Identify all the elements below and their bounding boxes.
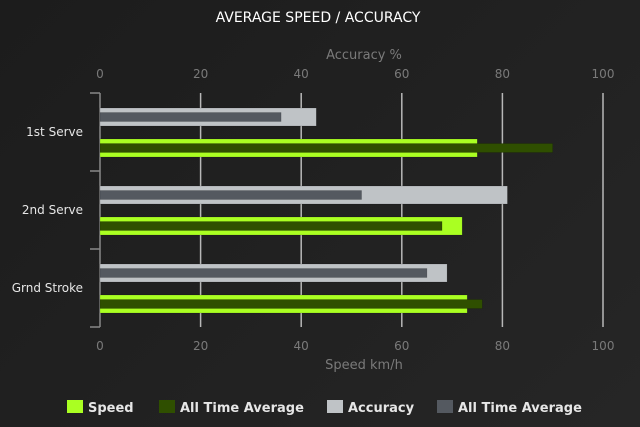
legend-label: Accuracy bbox=[348, 401, 415, 416]
accuracy-average-bar[interactable] bbox=[99, 112, 282, 122]
legend-swatch bbox=[67, 400, 83, 413]
bottom-tick-label: 40 bbox=[294, 339, 309, 353]
bottom-tick-label: 20 bbox=[193, 339, 208, 353]
top-tick-label: 100 bbox=[592, 67, 615, 81]
speed-average-bar[interactable] bbox=[99, 143, 553, 153]
speed-average-bar[interactable] bbox=[99, 299, 483, 309]
bottom-tick-label: 0 bbox=[96, 339, 104, 353]
top-axis-label: Accuracy % bbox=[326, 48, 402, 63]
top-tick-label: 60 bbox=[394, 67, 409, 81]
legend-swatch bbox=[159, 400, 175, 413]
legend-label: All Time Average bbox=[180, 401, 304, 416]
legend-swatch bbox=[437, 400, 453, 413]
speed-average-bar[interactable] bbox=[99, 221, 443, 231]
chart-title: AVERAGE SPEED / ACCURACY bbox=[216, 10, 421, 26]
legend-item[interactable]: Accuracy bbox=[327, 400, 415, 416]
legend-item[interactable]: All Time Average bbox=[159, 400, 304, 416]
bottom-tick-label: 60 bbox=[394, 339, 409, 353]
accuracy-average-bar[interactable] bbox=[99, 190, 362, 200]
legend-item[interactable]: All Time Average bbox=[437, 400, 582, 416]
top-tick-label: 0 bbox=[96, 67, 104, 81]
legend-label: All Time Average bbox=[458, 401, 582, 416]
legend-label: Speed bbox=[88, 401, 134, 416]
top-tick-label: 80 bbox=[495, 67, 510, 81]
category-label: 1st Serve bbox=[26, 125, 83, 139]
bottom-axis-label: Speed km/h bbox=[325, 358, 403, 373]
top-tick-label: 20 bbox=[193, 67, 208, 81]
top-tick-label: 40 bbox=[294, 67, 309, 81]
accuracy-average-bar[interactable] bbox=[99, 268, 428, 278]
legend-item[interactable]: Speed bbox=[67, 400, 134, 416]
bottom-tick-label: 100 bbox=[592, 339, 615, 353]
legend-swatch bbox=[327, 400, 343, 413]
category-label: Grnd Stroke bbox=[12, 281, 83, 295]
bottom-tick-label: 80 bbox=[495, 339, 510, 353]
category-label: 2nd Serve bbox=[22, 203, 83, 217]
